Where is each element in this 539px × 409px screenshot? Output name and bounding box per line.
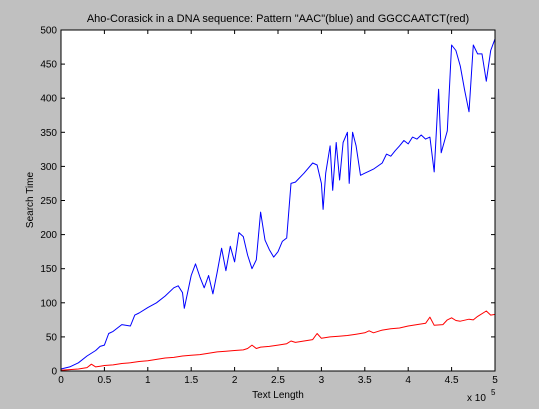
x-tick-label: 3 xyxy=(319,375,325,386)
series-line-2 xyxy=(60,310,496,371)
x-tick-label: 2.5 xyxy=(271,375,285,386)
plot-area xyxy=(61,30,495,371)
chart-title: Aho-Corasick in a DNA sequence: Pattern … xyxy=(87,13,469,25)
x-tick-label: 1.5 xyxy=(184,375,198,386)
series-line-1 xyxy=(60,38,496,370)
series-layer xyxy=(60,38,496,371)
y-tick-label: 50 xyxy=(46,332,58,343)
y-tick-label: 0 xyxy=(51,367,57,378)
x-tick-label: 4.5 xyxy=(445,375,459,386)
y-tick-label: 300 xyxy=(40,162,57,173)
x-tick-label: 0.5 xyxy=(97,375,111,386)
x-tick-label: 4 xyxy=(405,375,411,386)
y-tick-label: 500 xyxy=(40,26,57,37)
x-tick-label: 3.5 xyxy=(358,375,372,386)
y-tick-label: 200 xyxy=(40,230,57,241)
x-tick-label: 5 xyxy=(492,375,498,386)
y-axis-label: Search Time xyxy=(25,171,36,228)
x-tick-label: 0 xyxy=(58,375,64,386)
y-tick-label: 350 xyxy=(40,128,57,139)
x-axis-label: Text Length xyxy=(252,390,304,401)
x-exponent-label: x 10 xyxy=(467,393,486,404)
y-tick-label: 400 xyxy=(40,94,57,105)
plot-frame xyxy=(60,29,496,372)
x-tick-label: 2 xyxy=(232,375,238,386)
tick-layer: 0 0.5 1 1.5 2 2.5 3 3.5 4 4.5 50501001502002503003… xyxy=(40,26,498,387)
y-tick-label: 100 xyxy=(40,298,57,309)
y-tick-label: 250 xyxy=(40,196,57,207)
x-tick-label: 1 xyxy=(145,375,151,386)
x-exponent-value: 5 xyxy=(491,388,496,397)
y-tick-label: 150 xyxy=(40,264,57,275)
y-tick-label: 450 xyxy=(40,60,57,71)
